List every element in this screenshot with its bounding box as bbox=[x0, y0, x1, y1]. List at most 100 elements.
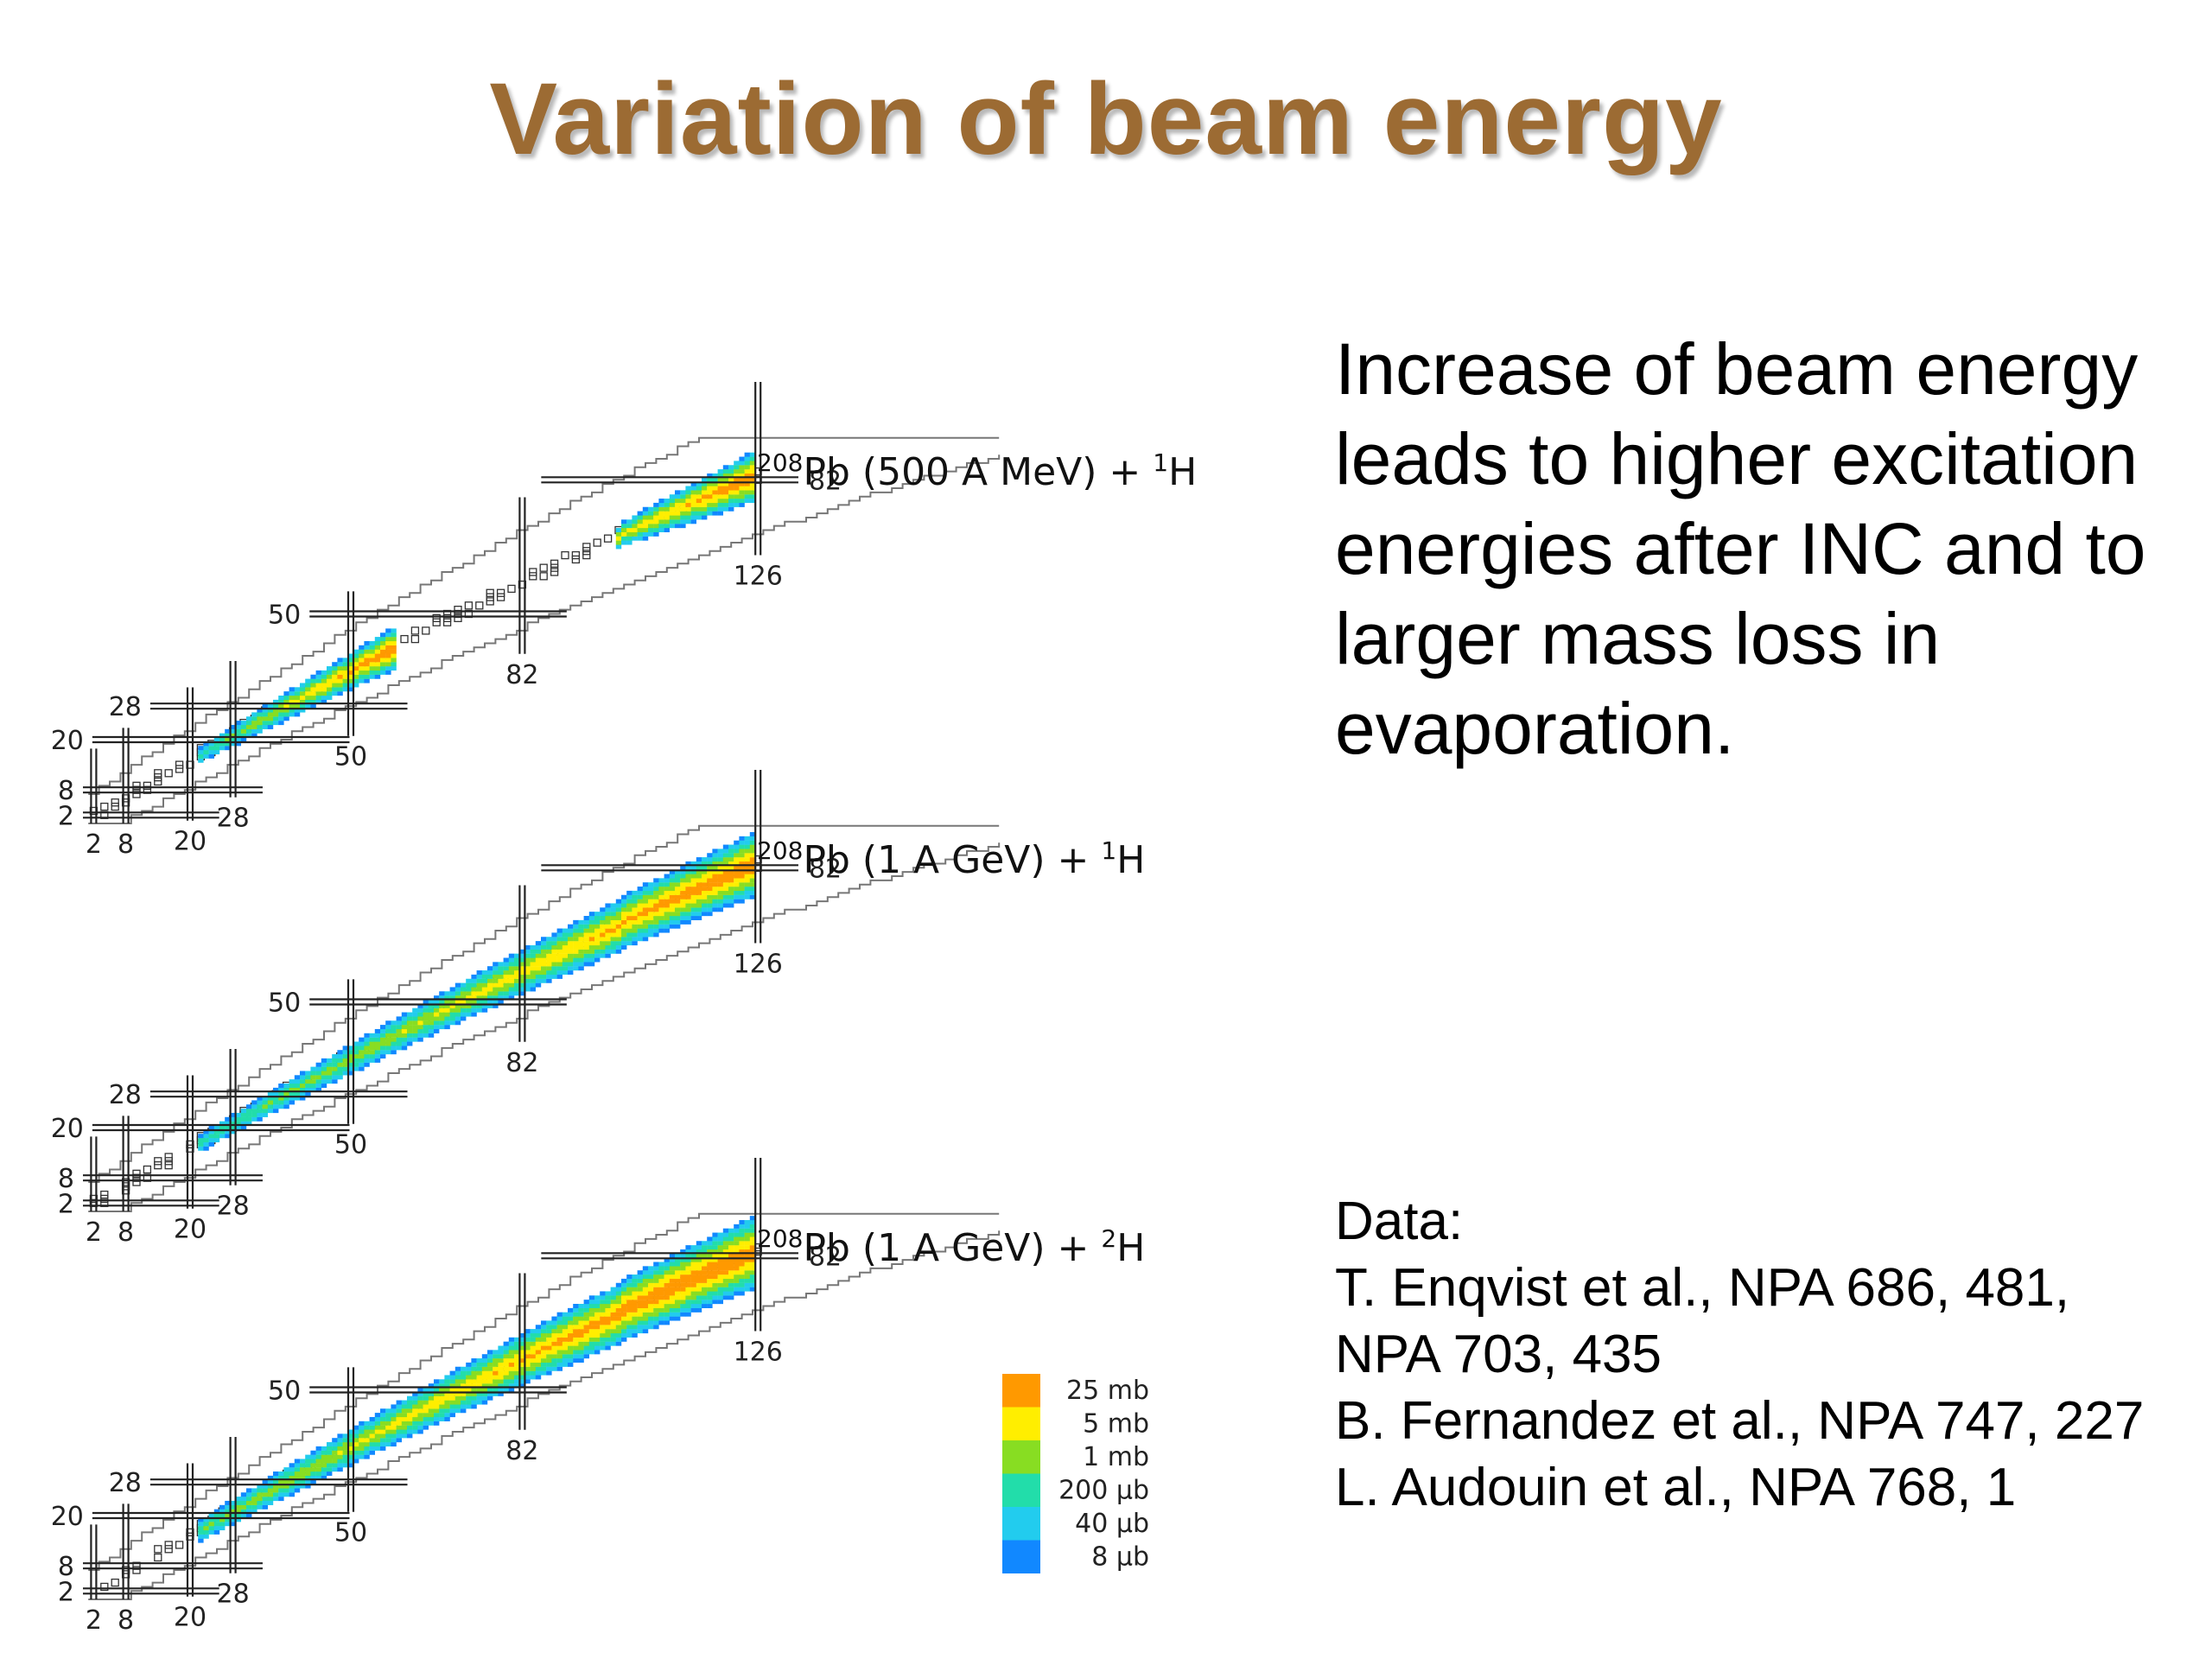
cross-section-cell bbox=[573, 937, 579, 942]
cross-section-cell bbox=[471, 1404, 477, 1409]
cross-section-cell bbox=[213, 1134, 220, 1139]
cross-section-cell bbox=[530, 1354, 536, 1359]
cross-section-cell bbox=[568, 966, 574, 971]
cross-section-cell bbox=[535, 982, 542, 988]
cross-section-cell bbox=[461, 1000, 467, 1004]
cross-section-cell bbox=[423, 1000, 429, 1004]
cross-section-cell bbox=[664, 1287, 670, 1292]
cross-section-cell bbox=[749, 836, 756, 841]
cross-section-cell bbox=[600, 1304, 606, 1308]
cross-section-cell bbox=[702, 865, 708, 870]
cross-section-cell bbox=[739, 1249, 745, 1254]
cross-section-cell bbox=[251, 1109, 257, 1114]
cross-section-cell bbox=[600, 907, 606, 912]
cross-section-cell bbox=[551, 944, 557, 950]
cross-section-cell bbox=[423, 1012, 429, 1017]
cross-section-cell bbox=[503, 1362, 509, 1367]
cross-section-cell bbox=[359, 674, 365, 679]
cross-section-cell bbox=[712, 1241, 718, 1246]
cross-section-cell bbox=[588, 924, 595, 929]
cross-section-cell bbox=[273, 712, 279, 717]
cross-section-cell bbox=[675, 1266, 681, 1271]
cross-section-cell bbox=[734, 887, 740, 892]
cross-section-cell bbox=[744, 1236, 750, 1242]
magic-z-label: 28 bbox=[109, 1468, 142, 1498]
cross-section-cell bbox=[498, 1370, 504, 1376]
cross-section-cell bbox=[305, 1087, 311, 1092]
cross-section-cell bbox=[305, 687, 311, 692]
cross-section-cell bbox=[690, 511, 696, 516]
cross-section-cell bbox=[401, 1012, 408, 1017]
cross-section-cell bbox=[744, 1228, 750, 1233]
cross-section-cell bbox=[541, 941, 547, 946]
cross-section-cell bbox=[637, 1307, 643, 1313]
cross-section-cell bbox=[535, 941, 542, 946]
cross-section-cell bbox=[621, 912, 627, 917]
cross-section-cell bbox=[734, 899, 740, 904]
cross-section-cell bbox=[551, 941, 557, 946]
cross-section-cell bbox=[642, 1287, 649, 1292]
cross-section-cell bbox=[696, 1253, 702, 1258]
cross-section-cell bbox=[556, 1332, 563, 1338]
cross-section-cell bbox=[251, 728, 257, 734]
cross-section-cell bbox=[712, 1257, 718, 1262]
cross-section-cell bbox=[626, 890, 632, 895]
cross-section-cell bbox=[364, 1054, 370, 1059]
cross-section-cell bbox=[712, 477, 718, 482]
cross-section-cell bbox=[347, 658, 354, 663]
cross-section-cell bbox=[712, 890, 718, 895]
cross-section-cell bbox=[235, 1112, 241, 1117]
cross-section-cell bbox=[664, 528, 670, 532]
cross-section-cell bbox=[251, 712, 257, 717]
cross-section-cell bbox=[519, 966, 525, 971]
cross-section-cell bbox=[583, 1329, 589, 1334]
cross-section-cell bbox=[481, 982, 488, 988]
cross-section-cell bbox=[519, 1358, 525, 1363]
cross-section-cell bbox=[717, 894, 723, 899]
cross-section-cell bbox=[749, 874, 756, 879]
cross-section-cell bbox=[717, 1287, 723, 1292]
cross-section-cell bbox=[717, 1253, 723, 1258]
cross-section-cell bbox=[332, 1459, 338, 1464]
cross-section-cell bbox=[744, 469, 750, 474]
cross-section-cell bbox=[198, 1529, 204, 1535]
cross-section-cell bbox=[407, 1020, 413, 1026]
cross-section-cell bbox=[385, 1421, 391, 1426]
cross-section-cell bbox=[235, 1116, 241, 1122]
cross-section-cell bbox=[648, 890, 654, 895]
cross-section-cell bbox=[583, 957, 589, 963]
cross-section-cell bbox=[289, 691, 295, 696]
cross-section-cell bbox=[610, 1337, 616, 1342]
cross-section-cell bbox=[653, 919, 659, 925]
cross-section-cell bbox=[353, 658, 359, 663]
cross-section-cell bbox=[208, 1522, 214, 1527]
cross-section-cell bbox=[541, 1320, 547, 1325]
cross-section-cell bbox=[578, 949, 584, 954]
cross-section-cell bbox=[690, 1304, 696, 1308]
cross-section-cell bbox=[535, 974, 542, 979]
cross-section-cell bbox=[664, 890, 670, 895]
cross-section-cell bbox=[321, 1459, 327, 1464]
cross-section-cell bbox=[594, 928, 601, 933]
cross-section-cell bbox=[664, 928, 670, 933]
cross-section-cell bbox=[739, 894, 745, 899]
cross-section-cell bbox=[481, 1388, 488, 1392]
cross-section-cell bbox=[578, 919, 584, 925]
stable-nuclide bbox=[582, 547, 591, 556]
cross-section-cell bbox=[396, 1020, 402, 1026]
cross-section-cell bbox=[385, 666, 391, 671]
cross-section-cell bbox=[198, 1517, 204, 1522]
cross-section-cell bbox=[401, 1028, 408, 1033]
cross-section-cell bbox=[283, 1471, 289, 1476]
cross-section-cell bbox=[246, 733, 252, 738]
cross-section-cell bbox=[487, 982, 493, 988]
cross-section-cell bbox=[658, 528, 664, 532]
cross-section-cell bbox=[541, 1370, 547, 1376]
cross-section-cell bbox=[417, 1020, 423, 1026]
stable-nuclide bbox=[175, 1541, 184, 1549]
cross-section-cell bbox=[310, 1454, 316, 1459]
cross-section-cell bbox=[369, 674, 375, 679]
cross-section-cell bbox=[610, 1325, 616, 1330]
cross-section-cell bbox=[342, 658, 348, 663]
cross-section-cell bbox=[717, 481, 723, 486]
